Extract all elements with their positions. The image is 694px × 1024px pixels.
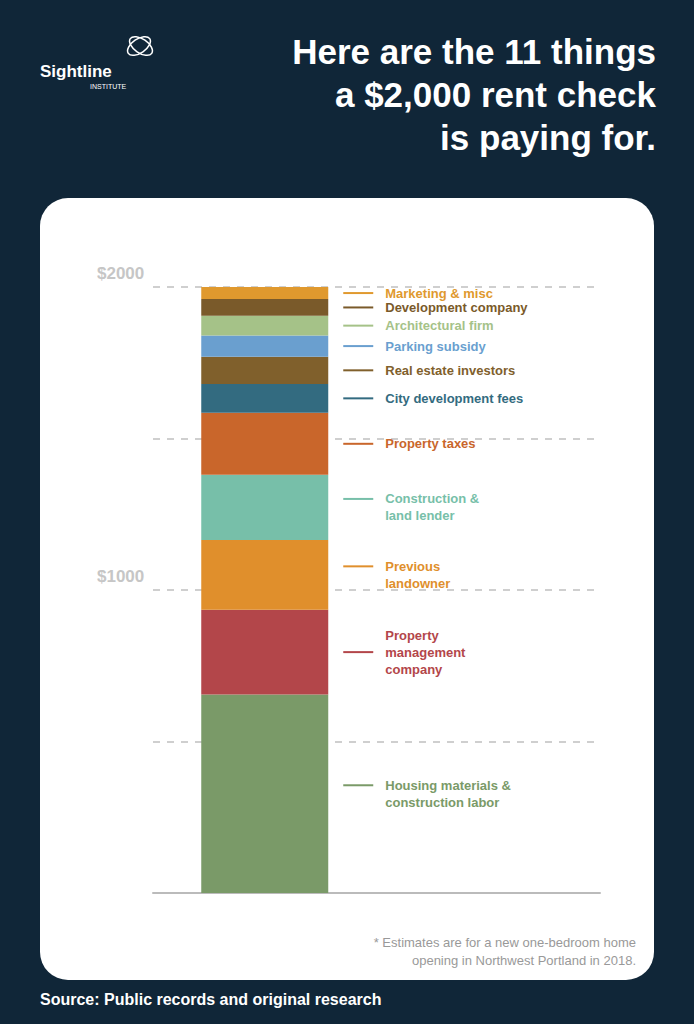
svg-text:land lender: land lender — [385, 508, 454, 523]
svg-text:opening in Northwest Portland: opening in Northwest Portland in 2018. — [412, 953, 636, 968]
svg-text:landowner: landowner — [385, 576, 450, 591]
svg-text:Property taxes: Property taxes — [385, 436, 475, 451]
svg-text:is paying for.: is paying for. — [440, 118, 656, 157]
svg-text:INSTITUTE: INSTITUTE — [90, 83, 126, 90]
svg-text:a $2,000 rent check: a $2,000 rent check — [335, 75, 657, 114]
svg-text:Architectural firm: Architectural firm — [385, 318, 493, 333]
svg-text:* Estimates are for a new one-: * Estimates are for a new one-bedroom ho… — [374, 935, 636, 950]
svg-text:Construction &: Construction & — [385, 491, 479, 506]
svg-text:Housing materials &: Housing materials & — [385, 778, 511, 793]
svg-text:company: company — [385, 662, 443, 677]
svg-text:management: management — [385, 645, 466, 660]
svg-text:City development fees: City development fees — [385, 391, 523, 406]
svg-text:Previous: Previous — [385, 559, 440, 574]
svg-text:Development company: Development company — [385, 300, 528, 315]
svg-text:Property: Property — [385, 628, 439, 643]
svg-text:construction labor: construction labor — [385, 795, 499, 810]
svg-text:Sightline: Sightline — [40, 62, 112, 81]
svg-text:$1000: $1000 — [97, 567, 144, 586]
svg-text:Here are the 11 things: Here are the 11 things — [292, 32, 656, 71]
svg-text:Real estate investors: Real estate investors — [385, 363, 515, 378]
svg-text:$2000: $2000 — [97, 264, 144, 283]
svg-text:Marketing & misc: Marketing & misc — [385, 286, 493, 301]
svg-text:Parking subsidy: Parking subsidy — [385, 339, 486, 354]
svg-text:Source: Public records and ori: Source: Public records and original rese… — [40, 991, 381, 1008]
